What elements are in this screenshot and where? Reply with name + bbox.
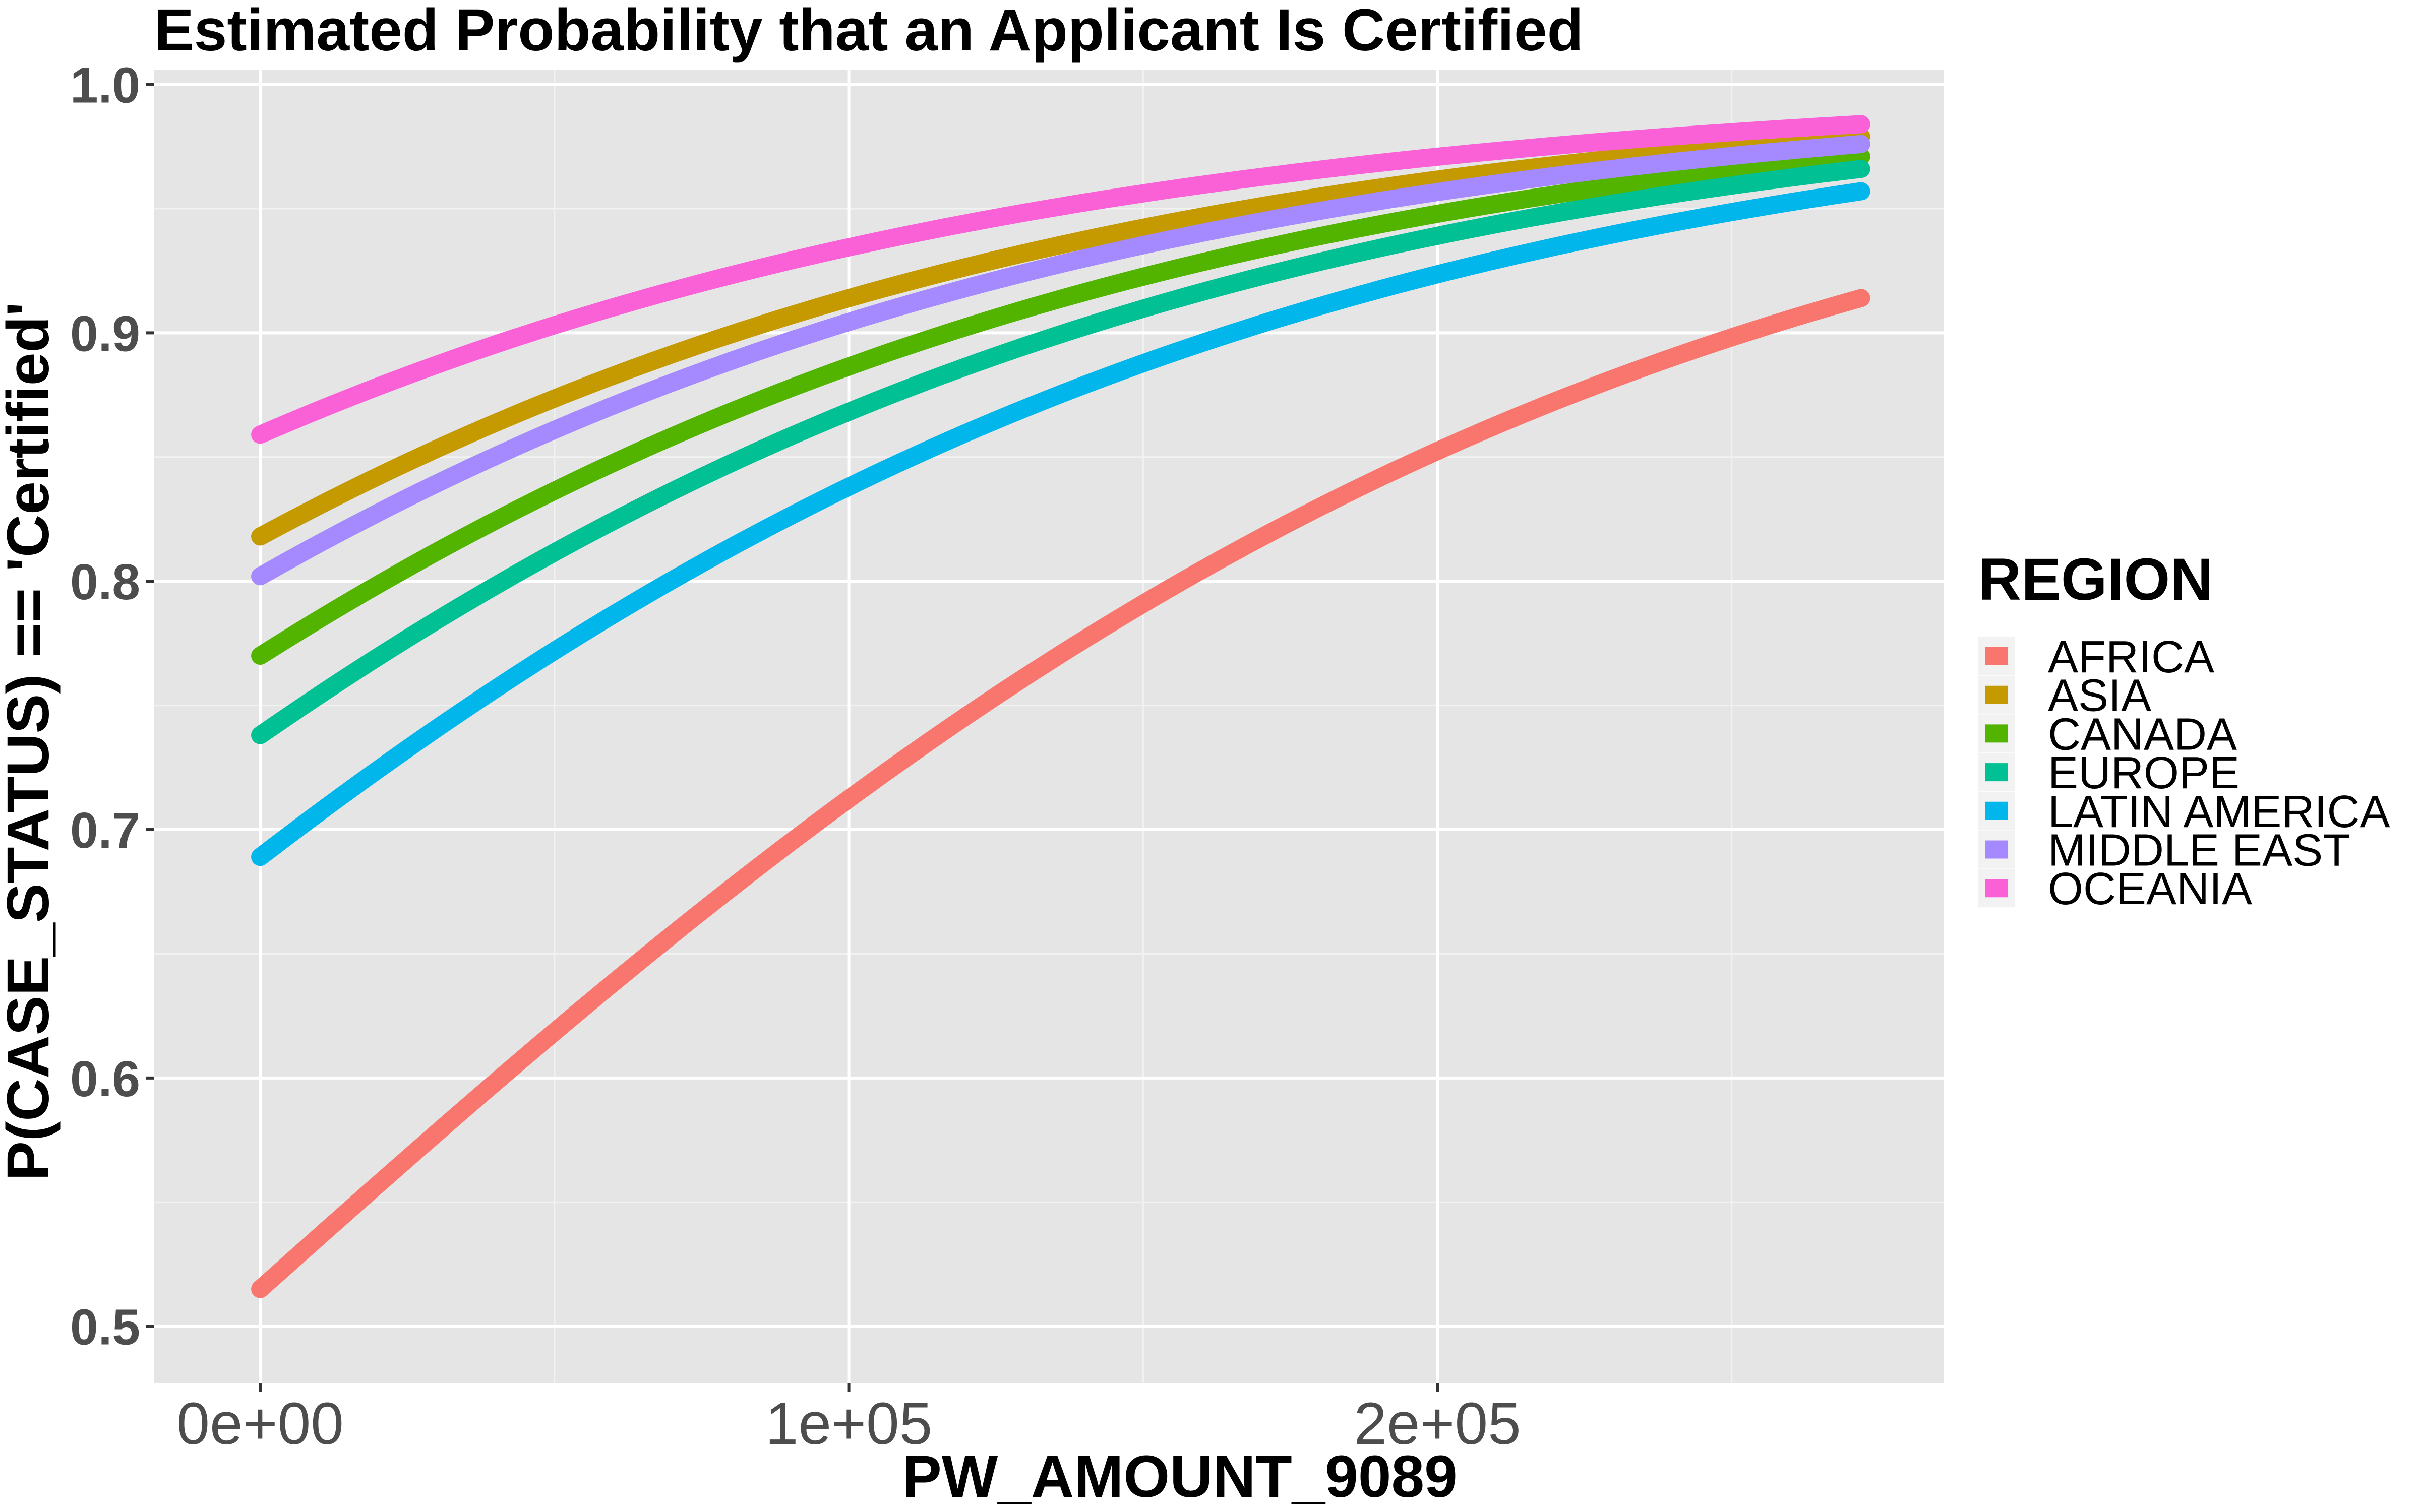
legend-label: AFRICA <box>2048 632 2214 682</box>
chart-title: Estimated Probability that an Applicant … <box>154 0 1584 64</box>
legend-label: LATIN AMERICA <box>2048 787 2390 837</box>
y-tick-label: 0.7 <box>70 802 140 859</box>
legend-title: REGION <box>1978 546 2213 613</box>
series-line-latin-america <box>251 182 1870 866</box>
y-tick-label: 1.0 <box>70 57 140 114</box>
y-tick-label: 0.6 <box>70 1051 140 1107</box>
series-line-europe <box>251 160 1870 744</box>
series-line-middle-east <box>251 135 1870 586</box>
series-line-canada <box>251 147 1870 665</box>
x-tick-label: 1e+05 <box>765 1391 932 1457</box>
y-tick-label: 0.8 <box>70 554 140 610</box>
y-tick-label: 0.5 <box>70 1299 140 1356</box>
legend-label: MIDDLE EAST <box>2048 826 2350 876</box>
series-line-oceania <box>251 115 1870 444</box>
y-axis: 0.5 0.6 0.7 0.8 0.9 1.0 <box>70 57 154 1356</box>
x-axis-title: PW_AMOUNT_9089 <box>902 1443 1458 1510</box>
x-axis: 0e+00 1e+05 2e+05 <box>176 1383 1521 1457</box>
y-axis-title: P(CASE_STATUS) == 'Certified' <box>0 302 62 1180</box>
series-line-africa <box>251 289 1870 1298</box>
legend-label: ASIA <box>2048 671 2151 721</box>
legend-label: EUROPE <box>2048 748 2240 798</box>
series-line-asia <box>251 128 1870 546</box>
x-tick-label: 2e+05 <box>1354 1391 1521 1457</box>
plot-panel <box>154 70 1944 1383</box>
x-tick-label: 0e+00 <box>176 1391 343 1457</box>
legend-label: CANADA <box>2048 709 2237 760</box>
legend-label: OCEANIA <box>2048 864 2252 914</box>
y-tick-label: 0.9 <box>70 305 140 362</box>
